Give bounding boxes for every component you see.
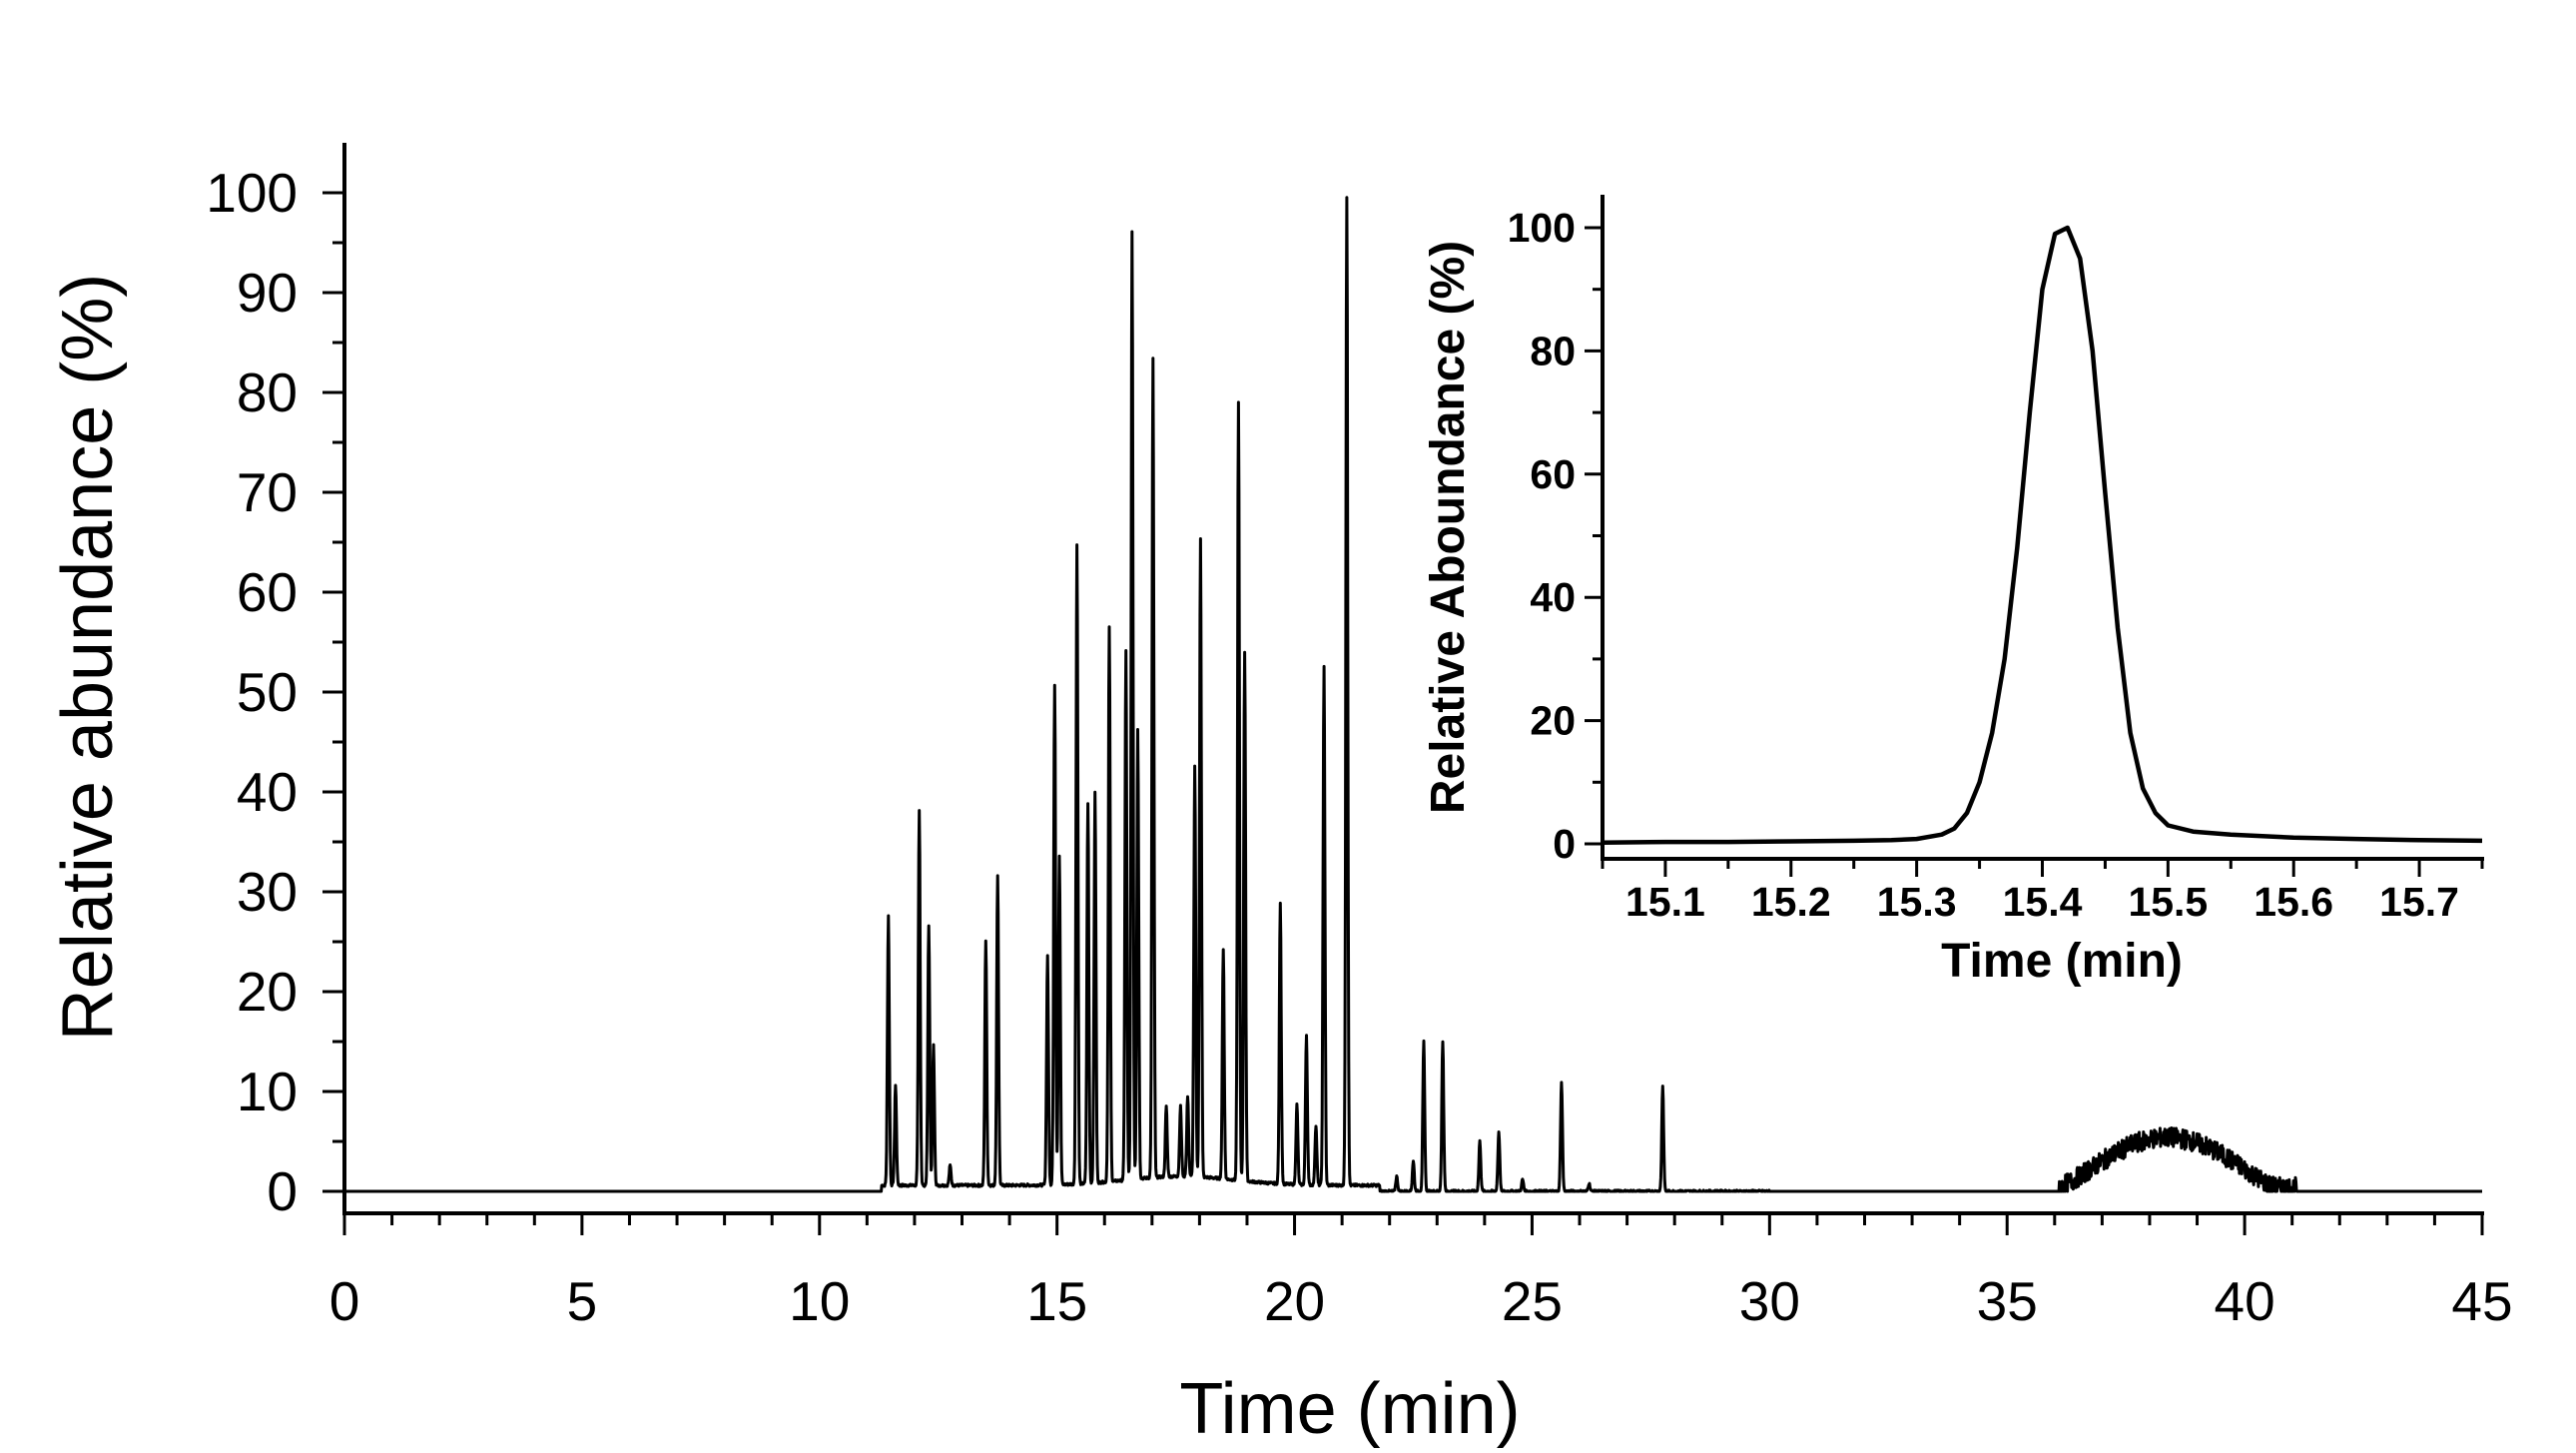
y-axis-title: Relative abundance (%) — [48, 274, 128, 1041]
inset-x-axis-title: Time (min) — [1941, 935, 2183, 988]
y-tick-label: 10 — [237, 1061, 298, 1122]
y-tick-label: 80 — [237, 362, 298, 423]
inset-y-tick-label: 40 — [1530, 574, 1576, 620]
x-tick-label: 10 — [789, 1270, 850, 1332]
y-tick-label: 70 — [237, 461, 298, 523]
inset-x-tick-label: 15.6 — [2254, 879, 2333, 925]
y-tick-label: 30 — [237, 861, 298, 923]
y-tick-label: 60 — [237, 561, 298, 623]
inset-x-tick-label: 15.1 — [1625, 879, 1705, 925]
inset-chart: 15.1 15.2 15.3 15.4 15.5 15.6 15.7 0 20 40 60 80 100… — [1422, 195, 2484, 988]
x-tick-label: 15 — [1026, 1270, 1087, 1332]
y-tick-label: 40 — [237, 761, 298, 823]
inset-y-tick-label: 0 — [1553, 821, 1576, 867]
inset-x-tick-label: 15.2 — [1751, 879, 1831, 925]
x-tick-label: 5 — [567, 1270, 598, 1332]
y-tick-label: 90 — [237, 262, 298, 324]
x-axis-title: Time (min) — [1179, 1369, 1520, 1449]
y-tick-label: 0 — [267, 1160, 298, 1222]
inset-x-tick-label: 15.7 — [2379, 879, 2459, 925]
chromatogram-trace — [343, 196, 2483, 1193]
inset-y-axis-title: Relative Aboundance (%) — [1422, 241, 1475, 814]
x-tick-label: 40 — [2215, 1270, 2275, 1332]
y-tick-label: 20 — [237, 961, 298, 1023]
x-tick-label: 35 — [1977, 1270, 2038, 1332]
inset-x-tick-label: 15.5 — [2128, 879, 2208, 925]
inset-x-tick-label: 15.4 — [2003, 879, 2083, 925]
x-tick-label: 30 — [1739, 1270, 1800, 1332]
inset-peak-trace — [1602, 225, 2483, 846]
y-tick-label: 50 — [237, 661, 298, 723]
x-tick-label: 20 — [1264, 1270, 1325, 1332]
inset-x-tick-label: 15.3 — [1877, 879, 1957, 925]
inset-y-tick-label: 100 — [1508, 205, 1576, 251]
x-tick-label: 0 — [329, 1270, 360, 1332]
x-tick-label: 25 — [1502, 1270, 1563, 1332]
main-chart: 0 5 10 15 20 25 30 35 40 45 0 10 20 30 40 50 60 70 80 90 100… — [48, 143, 2513, 1449]
y-tick-label: 100 — [206, 162, 298, 224]
inset-y-tick-label: 60 — [1530, 451, 1576, 497]
x-tick-label: 45 — [2451, 1270, 2512, 1332]
inset-y-tick-label: 80 — [1530, 328, 1576, 373]
inset-y-tick-label: 20 — [1530, 698, 1576, 744]
